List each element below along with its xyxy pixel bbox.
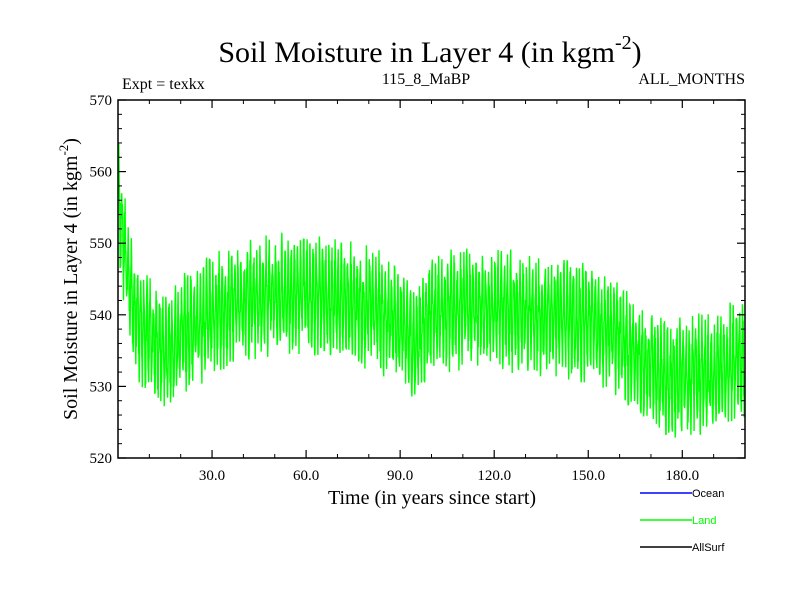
y-tick-label: 520 [90,451,113,467]
x-tick-label: 120.0 [477,468,511,484]
y-tick-label: 550 [90,236,113,252]
chart-title-main: Soil Moisture in Layer 4 (in kgm [218,36,615,69]
chart-title: Soil Moisture in Layer 4 (in kgm-2) [218,32,641,69]
x-tick-label: 30.0 [199,468,225,484]
y-tick-label: 530 [90,379,113,395]
x-tick-label: 60.0 [293,468,319,484]
series-layer [118,143,745,438]
y-axis-label-superscript: -2 [56,145,71,156]
y-tick-label: 570 [90,93,113,109]
legend-label-ocean: Ocean [692,488,724,500]
y-axis-label: Soil Moisture in Layer 4 (in kgm-2) [56,138,82,420]
legend-label-land: Land [692,515,716,527]
subtitle-experiment: Expt = texkx [122,76,205,93]
y-tick-label: 560 [90,165,113,181]
subtitle-period: 115_8_MaBP [382,71,470,88]
legend-label-allsurf: AllSurf [692,542,725,554]
axis-layer: 520 530 540 550 560 570 30.0 60.0 90.0 120.0 150.0… [90,93,745,484]
y-axis-label-suffix: ) [60,138,82,145]
x-tick-label: 150.0 [571,468,605,484]
legend: Ocean Land AllSurf [640,488,725,554]
chart-title-suffix: ) [632,36,642,69]
chart-title-superscript: -2 [615,32,632,54]
y-tick-label: 540 [90,308,113,324]
series-line-land [118,143,745,438]
x-tick-label: 180.0 [665,468,699,484]
y-axis-label-main: Soil Moisture in Layer 4 (in kgm [60,155,82,420]
x-axis-label: Time (in years since start) [328,487,536,509]
subtitle-months: ALL_MONTHS [638,71,745,88]
x-tick-label: 90.0 [387,468,413,484]
